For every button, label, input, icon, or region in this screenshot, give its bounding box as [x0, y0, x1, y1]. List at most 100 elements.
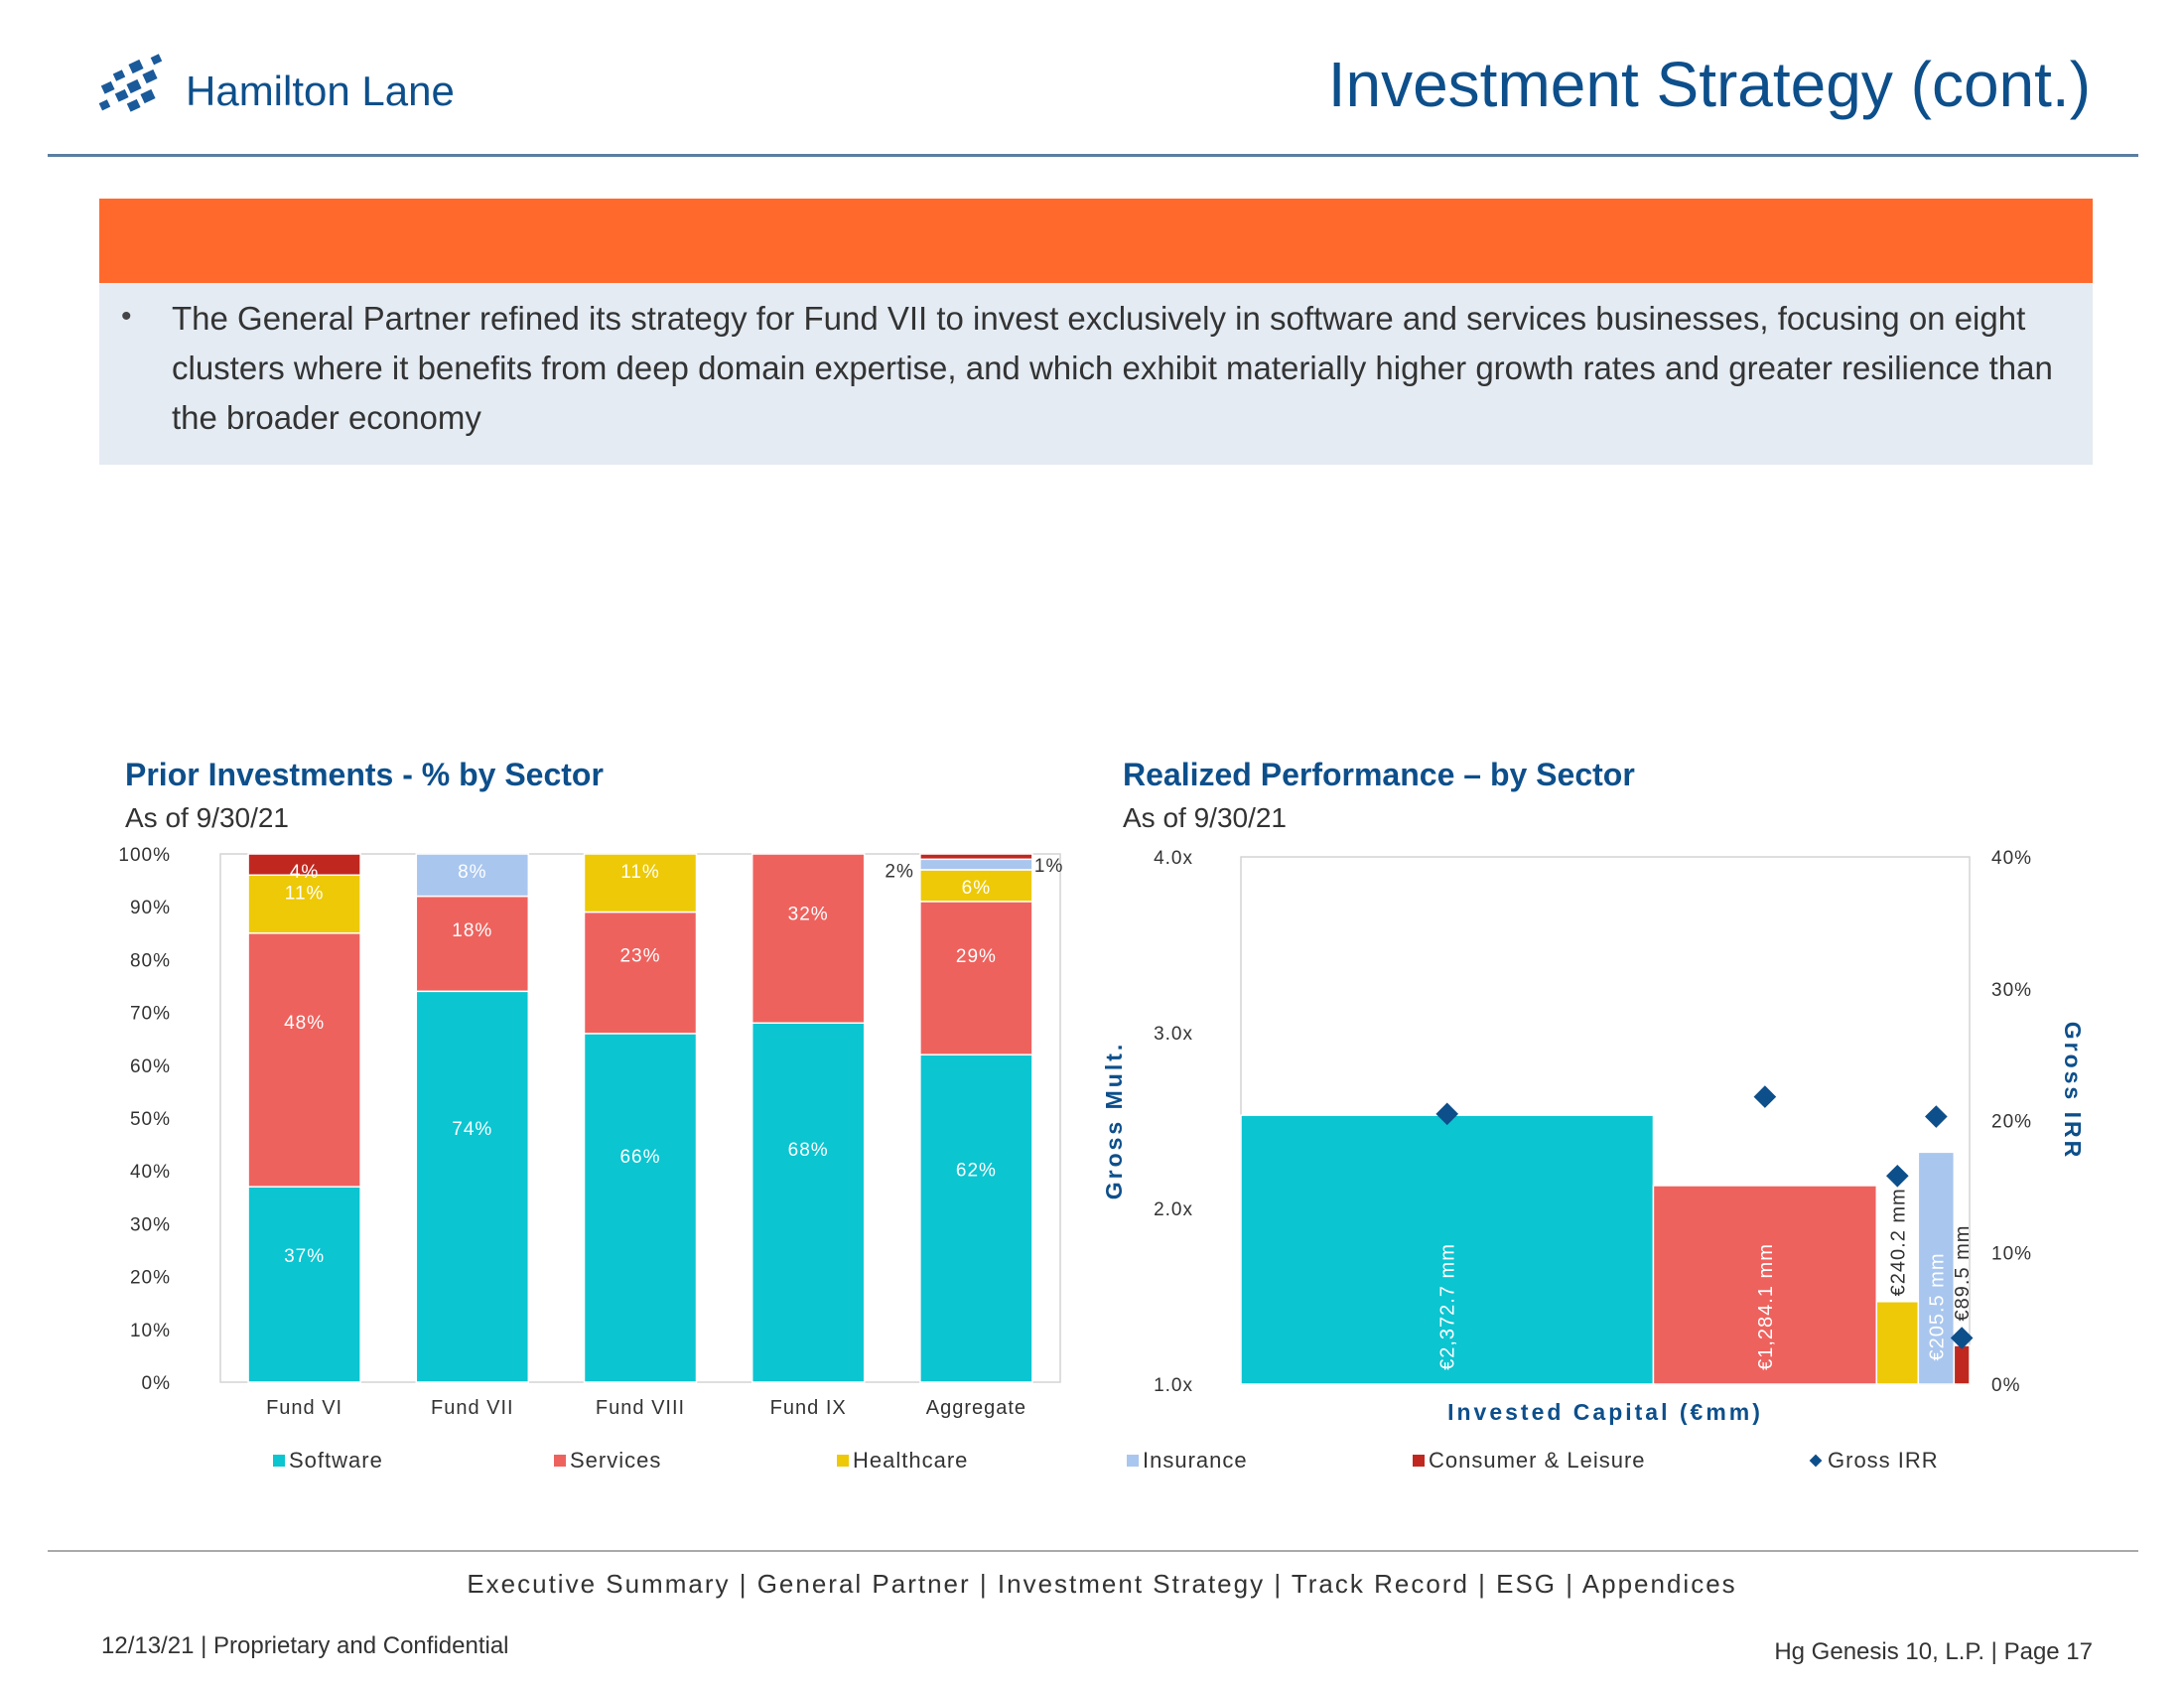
- legend-item-consumer-leisure: Consumer & Leisure: [1413, 1448, 1646, 1474]
- bar-segment-services: [415, 895, 530, 993]
- legend-label: Healthcare: [853, 1448, 969, 1473]
- x-tick-label: Fund VIII: [596, 1397, 685, 1419]
- bar-segment-services: [751, 853, 866, 1024]
- footer-date-confidential: 12/13/21 | Proprietary and Confidential: [101, 1632, 509, 1659]
- right-chart-title: Realized Performance – by Sector: [1123, 757, 1635, 792]
- capital-label: €205.5 mm: [1926, 1252, 1948, 1360]
- legend-swatch-icon: [273, 1455, 285, 1467]
- bar-consumer-leisure: [1953, 1344, 1971, 1385]
- y2-tick-label: 20%: [1991, 1112, 2032, 1133]
- legend-label: Insurance: [1143, 1448, 1248, 1473]
- footer-page-number: Hg Genesis 10, L.P. | Page 17: [1774, 1638, 2093, 1665]
- irr-marker-healthcare: [1886, 1164, 1909, 1188]
- capital-label: €2,372.7 mm: [1437, 1243, 1459, 1370]
- right-chart-subtitle: As of 9/30/21: [1123, 802, 1288, 833]
- left-chart-title: Prior Investments - % by Sector: [125, 757, 604, 792]
- bar-segment-insurance: [415, 853, 530, 898]
- prior-investments-chart: 0% 10% 20% 30% 40% 50% 60% 70% 80% 90% 100% 37% 48% 1…: [118, 845, 1063, 1419]
- legend-swatch-icon: [1127, 1455, 1139, 1467]
- y2-axis-title: Gross IRR: [2060, 1022, 2086, 1160]
- y-tick-label: 1.0x: [1154, 1375, 1193, 1396]
- irr-marker-software: [1435, 1102, 1459, 1126]
- chart-legend: Software Services Healthcare Insurance Consu…: [273, 1448, 1961, 1483]
- x-tick-label: Fund VII: [431, 1397, 514, 1419]
- bar-segment-services: [919, 901, 1033, 1055]
- page-title: Investment Strategy (cont.): [1327, 49, 2091, 120]
- bar-services: [1652, 1185, 1878, 1385]
- y2-tick-label: 10%: [1991, 1243, 2032, 1264]
- legend-item-services: Services: [554, 1448, 661, 1474]
- data-label: 4%: [290, 862, 319, 883]
- y-tick-label: 90%: [130, 898, 171, 918]
- bar-segment-healthcare: [583, 853, 698, 914]
- x-tick-label: Fund IX: [770, 1397, 847, 1419]
- data-label: 62%: [956, 1161, 997, 1182]
- bar-segment-healthcare: [247, 874, 361, 934]
- data-label: 2%: [885, 861, 913, 882]
- y-axis-title: Gross Mult.: [1101, 1042, 1127, 1200]
- irr-marker-insurance: [1925, 1105, 1948, 1128]
- header-divider: [48, 154, 2138, 157]
- bar-segment-consumer-leisure: [247, 853, 361, 877]
- data-label: 48%: [284, 1013, 325, 1034]
- bar-segment-software: [751, 1022, 866, 1383]
- summary-text: The General Partner refined its strategy…: [172, 300, 2053, 436]
- x-axis-title: Invested Capital (€mm): [1447, 1399, 1763, 1425]
- data-label: 8%: [458, 862, 486, 883]
- bar-segment-services: [583, 911, 698, 1035]
- y-tick-label: 0%: [142, 1373, 171, 1394]
- y-tick-label: 80%: [130, 950, 171, 971]
- y-tick-label: 3.0x: [1154, 1024, 1193, 1045]
- data-label: 29%: [956, 946, 997, 967]
- y2-tick-label: 30%: [1991, 980, 2032, 1001]
- data-label: 1%: [1034, 856, 1063, 877]
- data-label: 11%: [620, 862, 660, 883]
- bar-segment-software: [583, 1033, 698, 1383]
- data-label: 74%: [452, 1119, 492, 1140]
- data-label: 32%: [788, 905, 829, 925]
- data-label: 23%: [619, 945, 660, 966]
- footer-navigation: Executive Summary | General Partner | In…: [467, 1569, 1737, 1599]
- bar-segment-software: [415, 990, 530, 1383]
- y2-tick-label: 40%: [1991, 848, 2032, 869]
- y2-tick-label: 0%: [1991, 1375, 2020, 1396]
- y-tick-label: 10%: [130, 1321, 171, 1341]
- irr-marker-services: [1753, 1085, 1777, 1108]
- data-label: 68%: [788, 1140, 829, 1161]
- bar-segment-services: [247, 932, 361, 1188]
- legend-item-healthcare: Healthcare: [837, 1448, 968, 1474]
- y-tick-label: 40%: [130, 1162, 171, 1183]
- capital-label: €240.2 mm: [1887, 1188, 1909, 1296]
- legend-swatch-icon: [1413, 1455, 1425, 1467]
- y-tick-label: 60%: [130, 1056, 171, 1077]
- bullet-marker: •: [121, 300, 132, 333]
- data-label: 6%: [962, 878, 991, 899]
- x-tick-label: Fund VI: [266, 1397, 342, 1419]
- x-tick-label: Aggregate: [926, 1397, 1026, 1419]
- data-label: 66%: [619, 1147, 660, 1168]
- logo-text: Hamilton Lane: [186, 68, 455, 114]
- y-tick-label: 50%: [130, 1109, 171, 1130]
- y-tick-label: 2.0x: [1154, 1199, 1193, 1220]
- legend-swatch-icon: [837, 1455, 849, 1467]
- y-tick-label: 70%: [130, 1004, 171, 1025]
- y-tick-label: 100%: [118, 845, 171, 866]
- diamond-icon: [1809, 1454, 1823, 1468]
- legend-swatch-icon: [554, 1455, 566, 1467]
- bar-insurance: [1917, 1151, 1956, 1385]
- realized-performance-chart: 1.0x 2.0x 3.0x 4.0x 0% 10% 20% 30% 40% €2,372.7 m…: [1101, 848, 2086, 1425]
- legend-label: Services: [570, 1448, 662, 1473]
- capital-label: €1,284.1 mm: [1755, 1243, 1777, 1370]
- data-label: 18%: [452, 920, 492, 941]
- hamilton-lane-logo: Hamilton Lane: [94, 50, 511, 129]
- legend-item-insurance: Insurance: [1127, 1448, 1248, 1474]
- legend-item-gross-irr: Gross IRR: [1809, 1448, 1939, 1474]
- bar-segment-consumer-leisure: [919, 853, 1033, 861]
- y-tick-label: 20%: [130, 1268, 171, 1289]
- bar-software: [1240, 1114, 1655, 1385]
- legend-label: Software: [289, 1448, 383, 1473]
- section-banner: [99, 199, 2093, 283]
- bar-segment-insurance: [919, 858, 1033, 871]
- data-label: 37%: [284, 1246, 325, 1267]
- left-chart-subtitle: As of 9/30/21: [125, 802, 290, 833]
